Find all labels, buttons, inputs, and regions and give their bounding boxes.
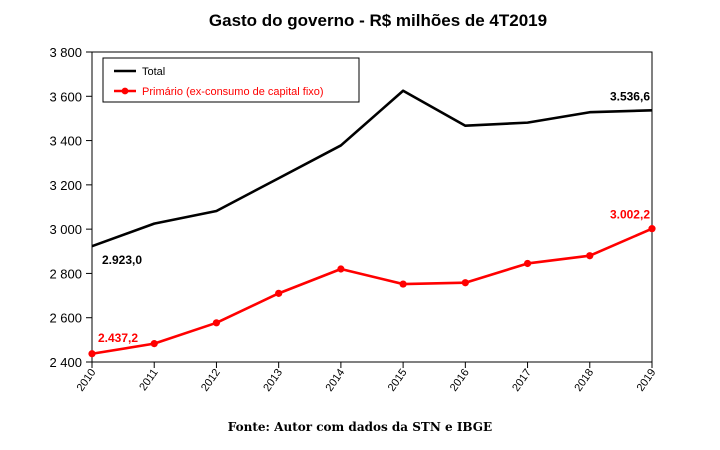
x-tick-label: 2012 [199, 367, 223, 394]
x-tick-label: 2015 [386, 367, 410, 394]
y-tick-label: 2 400 [49, 355, 82, 370]
legend-marker [121, 87, 129, 95]
x-tick-label: 2018 [572, 367, 596, 394]
data-point [212, 319, 221, 327]
y-tick-label: 2 600 [49, 311, 82, 326]
y-tick-label: 2 800 [49, 266, 82, 281]
y-tick-label: 3 000 [49, 222, 82, 237]
x-tick-label: 2010 [75, 367, 99, 394]
x-tick-label: 2013 [261, 367, 285, 394]
x-tick-label: 2017 [510, 367, 534, 394]
data-point [523, 259, 532, 268]
series-line-total [91, 89, 653, 248]
source-caption: Fonte: Autor com dados da STN e IBGE [227, 420, 493, 434]
line-chart: Gasto do governo - R$ milhões de 4T2019 … [49, 11, 659, 394]
y-tick-label: 3 200 [49, 178, 82, 193]
legend-box [102, 57, 360, 103]
data-label: 3.002,2 [610, 208, 650, 222]
annotation-layer: 2.923,0 3.536,6 2.437,2 3.002,2 [98, 89, 650, 344]
x-tick-label: 2011 [137, 367, 160, 393]
x-tick-label: 2019 [635, 367, 659, 394]
data-label: 2.437,2 [98, 331, 138, 345]
chart-title: Gasto do governo - R$ milhões de 4T2019 [209, 11, 547, 30]
x-tick-label: 2016 [448, 367, 472, 394]
data-point [399, 280, 407, 288]
series-layer [88, 89, 656, 358]
legend: Total Primário (ex-consumo de capital fix… [102, 57, 360, 103]
data-point [150, 340, 158, 348]
data-point [648, 225, 656, 233]
data-point [337, 265, 345, 273]
y-tick-label: 3 400 [49, 134, 82, 149]
y-tick-label: 3 800 [49, 45, 82, 60]
data-label: 3.536,6 [610, 89, 650, 103]
data-point [88, 350, 96, 358]
data-label: 2.923,0 [102, 253, 142, 267]
data-point [461, 279, 469, 287]
legend-label: Total [142, 66, 165, 78]
legend-label: Primário (ex-consumo de capital fixo) [142, 86, 324, 98]
x-tick-label: 2014 [323, 367, 347, 394]
data-point [275, 289, 283, 297]
plot-frame [91, 51, 653, 363]
series-line-primario [91, 227, 653, 356]
data-point [586, 252, 594, 260]
y-tick-label: 3 600 [49, 89, 82, 104]
